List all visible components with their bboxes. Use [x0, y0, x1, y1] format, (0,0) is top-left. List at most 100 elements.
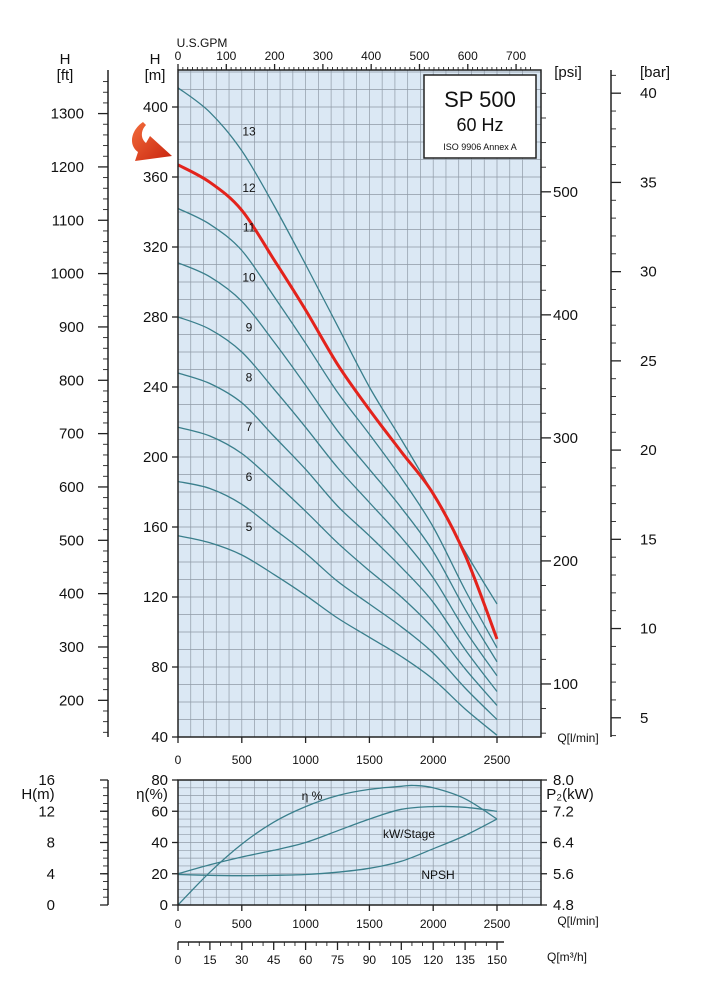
ft-tick-label: 500	[59, 532, 84, 549]
gpm-tick-label: 700	[506, 49, 526, 63]
stage-label-9: 9	[246, 320, 253, 334]
model-title: SP 500	[444, 87, 516, 112]
ft-tick-label: 800	[59, 372, 84, 389]
head-curve-stage-6	[177, 480, 498, 720]
eta-tick-label: 40	[151, 835, 168, 852]
stage-label-8: 8	[246, 370, 253, 384]
h-m-tick-label: 320	[143, 239, 168, 256]
highlight-arrow-icon	[131, 122, 172, 161]
p2-tick-label: 4.8	[553, 897, 574, 914]
gpm-tick-label: 300	[313, 49, 333, 63]
x-tick-label: 500	[232, 753, 252, 767]
h-m-tick-label: 240	[143, 379, 168, 396]
upper-plot-area	[178, 70, 541, 737]
h-m-tick-label: 160	[143, 519, 168, 536]
gpm-tick-label: 500	[409, 49, 429, 63]
lower-h-tick-label: 12	[38, 803, 55, 820]
gpm-tick-label: 200	[265, 49, 285, 63]
x-tick-label: 1000	[292, 917, 319, 931]
title-box-frame	[423, 74, 537, 159]
x-tick-label: 1000	[292, 753, 319, 767]
left-outer-axis-unit: [ft]	[57, 67, 74, 84]
x-tick-label: 2000	[420, 753, 447, 767]
lower-h-axis-title: H(m)	[21, 786, 54, 803]
h-m-tick-label: 40	[151, 729, 168, 746]
m3h-tick-label: 75	[331, 953, 345, 967]
lower-h-tick-label: 0	[47, 897, 55, 914]
head-curve-stage-5	[177, 535, 498, 736]
head-curve-stage-8	[177, 372, 498, 692]
ft-tick-label: 1300	[51, 106, 84, 123]
upper-x-axis-title: Q[l/min]	[557, 731, 598, 745]
bar-tick-label: 15	[640, 531, 657, 548]
stage-label-7: 7	[246, 420, 253, 434]
stage-label-5: 5	[246, 520, 253, 534]
lower-h-tick-label: 4	[47, 866, 55, 883]
head-curve-stage-9	[177, 316, 498, 677]
head-curve-stage-12	[177, 163, 499, 640]
eta-tick-label: 20	[151, 866, 168, 883]
psi-tick-label: 500	[553, 184, 578, 201]
gpm-tick-label: 600	[458, 49, 478, 63]
x-tick-label: 2500	[484, 917, 511, 931]
m3h-tick-label: 15	[203, 953, 217, 967]
eta-tick-label: 0	[160, 897, 168, 914]
lower-grid	[178, 780, 541, 905]
psi-axis-title: [psi]	[554, 64, 582, 81]
bar-axis-title: [bar]	[640, 64, 670, 81]
curve-label-kwstage: kW/Stage	[383, 827, 435, 841]
ft-tick-label: 600	[59, 479, 84, 496]
p2-tick-label: 5.6	[553, 866, 574, 883]
m3h-axis-title: Q[m³/h]	[547, 950, 587, 964]
psi-tick-label: 300	[553, 430, 578, 447]
head-curve-stage-11	[177, 207, 498, 649]
ft-tick-label: 1200	[51, 159, 84, 176]
x-tick-label: 2000	[420, 917, 447, 931]
left-outer-axis-title: H	[60, 51, 71, 68]
stage-label-13: 13	[242, 125, 256, 139]
p2-tick-label: 8.0	[553, 772, 574, 789]
x-tick-label: 500	[232, 917, 252, 931]
head-curve-stage-7	[177, 426, 498, 706]
gpm-tick-label: 0	[175, 49, 182, 63]
curve-	[177, 784, 498, 906]
ft-tick-label: 400	[59, 586, 84, 603]
m3h-tick-label: 150	[487, 953, 507, 967]
model-title-box: SP 500 60 Hz ISO 9906 Annex A	[423, 74, 537, 159]
ft-tick-label: 1000	[51, 266, 84, 283]
lower-h-tick-label: 8	[47, 835, 55, 852]
psi-tick-label: 400	[553, 307, 578, 324]
m3h-tick-label: 90	[363, 953, 377, 967]
performance-curves: η % kW/Stage NPSH	[177, 784, 498, 906]
stage-label-11: 11	[243, 221, 256, 235]
h-m-tick-label: 120	[143, 589, 168, 606]
h-m-tick-label: 360	[143, 169, 168, 186]
left-inner-axis-title: H	[150, 51, 161, 68]
m3h-tick-label: 120	[423, 953, 443, 967]
ft-tick-label: 300	[59, 639, 84, 656]
left-inner-axis-unit: [m]	[145, 67, 166, 84]
m3h-tick-label: 0	[175, 953, 182, 967]
bar-tick-label: 30	[640, 264, 657, 281]
m3h-tick-label: 30	[235, 953, 249, 967]
top-axis-title: U.S.GPM	[177, 36, 228, 50]
bar-tick-label: 40	[640, 85, 657, 102]
psi-tick-label: 100	[553, 676, 578, 693]
x-tick-label: 0	[175, 753, 182, 767]
frequency-subtitle: 60 Hz	[456, 115, 503, 135]
curve-kwstage	[177, 805, 498, 875]
p2-tick-label: 7.2	[553, 803, 574, 820]
lower-x-axis-title: Q[l/min]	[557, 914, 598, 928]
bar-tick-label: 20	[640, 442, 657, 459]
curve-label-: η %	[302, 789, 323, 803]
h-m-tick-label: 80	[151, 659, 168, 676]
eta-tick-label: 80	[151, 772, 168, 789]
lower-p2-axis-title: P₂(kW)	[546, 786, 593, 803]
ft-tick-label: 200	[59, 692, 84, 709]
ft-tick-label: 900	[59, 319, 84, 336]
eta-tick-label: 60	[151, 803, 168, 820]
bar-tick-label: 35	[640, 174, 657, 191]
m3h-tick-label: 105	[391, 953, 411, 967]
